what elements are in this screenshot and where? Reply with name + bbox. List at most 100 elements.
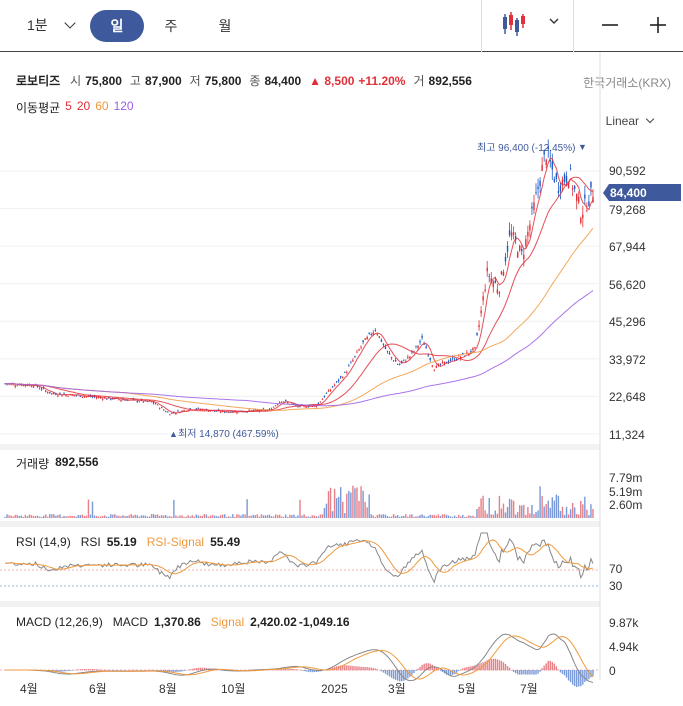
- volume-tick: 2.60m: [609, 498, 642, 512]
- volume-bar: [179, 515, 181, 518]
- macd-histogram-bar: [523, 670, 525, 675]
- volume-bar: [252, 514, 254, 518]
- volume-bar: [374, 516, 377, 518]
- scale-select[interactable]: Linear: [605, 114, 655, 128]
- chart-type-button[interactable]: [481, 0, 573, 52]
- x-tick: 7월: [520, 682, 538, 696]
- volume-bar: [42, 515, 45, 518]
- volume-bar: [209, 515, 212, 518]
- tab-week[interactable]: 주: [164, 18, 178, 34]
- candle-body: [30, 386, 33, 388]
- macd-histogram-bar: [539, 670, 541, 672]
- macd-histogram-bar: [59, 670, 61, 672]
- candle-body: [553, 179, 556, 182]
- tab-month[interactable]: 월: [218, 18, 232, 34]
- volume-bar: [337, 496, 340, 518]
- macd-histogram-bar: [405, 670, 407, 680]
- volume-bar: [327, 491, 330, 518]
- low-value: 75,800: [204, 73, 242, 88]
- volume-bar: [26, 516, 29, 518]
- add-chart-button[interactable]: [650, 17, 666, 33]
- volume-bar: [244, 514, 246, 518]
- scale-label: Linear: [605, 114, 639, 128]
- volume-bar: [419, 515, 421, 518]
- candle-body: [421, 335, 423, 338]
- x-tick: 4월: [20, 682, 38, 696]
- candle-body: [417, 345, 419, 348]
- candle-body: [376, 333, 379, 336]
- candle-body: [81, 396, 84, 398]
- volume-bar: [449, 516, 452, 518]
- candle-body: [403, 359, 405, 361]
- candle-body: [36, 385, 39, 387]
- macd-histogram-bar: [101, 669, 104, 671]
- volume-bar: [44, 514, 47, 518]
- volume-bar: [329, 487, 332, 518]
- macd-histogram-bar: [541, 668, 543, 671]
- volume-bar: [75, 516, 77, 518]
- price-tick: 22,648: [609, 390, 646, 404]
- volume-bar: [53, 514, 55, 518]
- candle-body: [413, 351, 415, 353]
- volume-bar: [122, 515, 124, 518]
- ma-line-20: [4, 176, 594, 413]
- candle-body: [565, 175, 568, 183]
- volume-bar: [260, 514, 263, 518]
- candle-body: [110, 398, 112, 400]
- volume-bar: [169, 516, 171, 518]
- candle-body: [287, 402, 289, 404]
- candle-body: [232, 411, 234, 413]
- volume-value: 892,556: [428, 73, 472, 88]
- candle-body: [124, 399, 126, 401]
- volume-bar: [362, 490, 364, 518]
- volume-bar: [311, 515, 313, 518]
- macd-histogram-bar: [167, 670, 169, 672]
- macd-histogram-bar: [364, 667, 366, 671]
- volume-bar: [254, 515, 256, 518]
- candle-body: [529, 224, 531, 231]
- candle-body: [419, 340, 421, 343]
- volume-bar: [549, 507, 551, 518]
- volume-bar: [40, 516, 43, 518]
- volume-bar: [360, 486, 362, 518]
- candle-body: [374, 330, 377, 331]
- open-value: 75,800: [85, 73, 122, 88]
- volume-bar: [207, 516, 210, 518]
- tab-day[interactable]: 일: [90, 10, 144, 42]
- macd-histogram-bar: [191, 668, 193, 671]
- macd-histogram-bar: [567, 670, 570, 681]
- macd-tick: 4.94k: [609, 640, 639, 654]
- volume-bar: [382, 514, 385, 518]
- candle-body: [126, 400, 128, 402]
- volume-bar: [398, 516, 401, 518]
- volume-bar: [55, 515, 57, 518]
- macd-histogram-bar: [63, 670, 65, 672]
- volume-bar: [460, 516, 462, 518]
- macd-histogram-bar: [415, 670, 417, 671]
- macd-histogram-bar: [516, 670, 519, 675]
- volume-bar: [136, 515, 138, 518]
- candle-body: [484, 289, 486, 291]
- rsi-signal-line: [4, 539, 594, 575]
- candle-body: [360, 346, 362, 348]
- volume-bar: [65, 516, 67, 518]
- candle-body: [508, 230, 511, 236]
- volume-pane-value: 892,556: [55, 455, 99, 469]
- volume-bar: [59, 514, 61, 518]
- macd-histogram-bar: [580, 670, 582, 687]
- volume-bar: [6, 514, 8, 518]
- timeframe-select[interactable]: 1분: [27, 15, 76, 35]
- candle-body: [521, 249, 523, 252]
- macd-histogram-bar: [586, 670, 588, 681]
- macd-histogram-bar: [451, 670, 454, 675]
- macd-histogram-bar: [366, 667, 368, 671]
- candle-body: [561, 179, 564, 186]
- candle-body: [415, 345, 417, 347]
- candle-body: [65, 394, 67, 396]
- volume-bar: [445, 514, 448, 518]
- macd-histogram-bar: [331, 667, 334, 671]
- macd-histogram-bar: [407, 670, 409, 679]
- macd-histogram-bar: [248, 669, 250, 671]
- volume-bar: [403, 515, 405, 518]
